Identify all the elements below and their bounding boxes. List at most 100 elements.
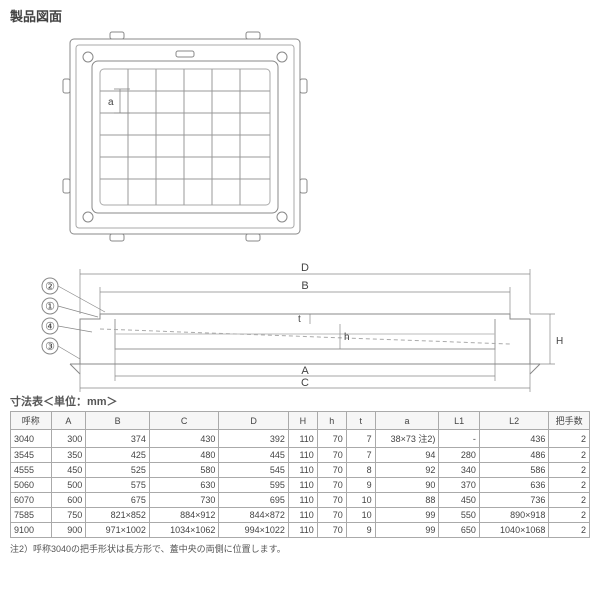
table-cell: 650	[439, 523, 480, 538]
table-header: B	[86, 412, 150, 430]
table-row: 304030037443039211070738×73 注2)-4362	[11, 430, 590, 448]
table-cell: 99	[375, 523, 439, 538]
table-cell: 7585	[11, 508, 52, 523]
table-cell: 70	[317, 523, 346, 538]
table-cell: 580	[149, 463, 218, 478]
table-cell: 7	[346, 448, 375, 463]
table-cell: 90	[375, 478, 439, 493]
table-cell: 900	[51, 523, 86, 538]
table-cell: 1040×1068	[479, 523, 548, 538]
table-cell: 630	[149, 478, 218, 493]
table-cell: 9	[346, 523, 375, 538]
table-header: 呼称	[11, 412, 52, 430]
table-cell: 9	[346, 478, 375, 493]
table-cell: 370	[439, 478, 480, 493]
page-title: 製品図面	[10, 6, 590, 25]
table-cell: 300	[51, 430, 86, 448]
table-cell: 3545	[11, 448, 52, 463]
dim-A: A	[301, 365, 309, 377]
table-header: A	[51, 412, 86, 430]
table-cell: 695	[219, 493, 288, 508]
dimension-table: 呼称ABCDHhtaL1L2把手数 3040300374430392110707…	[10, 411, 590, 538]
table-cell: 6070	[11, 493, 52, 508]
table-header: L1	[439, 412, 480, 430]
table-cell: 8	[346, 463, 375, 478]
table-cell: 110	[288, 463, 317, 478]
table-cell: 890×918	[479, 508, 548, 523]
table-cell: 88	[375, 493, 439, 508]
dim-C: C	[301, 377, 309, 389]
table-cell: 675	[86, 493, 150, 508]
table-cell: 2	[549, 430, 590, 448]
table-cell: 750	[51, 508, 86, 523]
table-cell: 436	[479, 430, 548, 448]
table-cell: 486	[479, 448, 548, 463]
dim-H: H	[556, 336, 563, 347]
table-header: t	[346, 412, 375, 430]
table-cell: 2	[549, 448, 590, 463]
drawing-area: a ② ① ④ ③	[10, 29, 590, 389]
dim-D: D	[301, 262, 309, 274]
table-header: L2	[479, 412, 548, 430]
table-header: D	[219, 412, 288, 430]
table-cell: 70	[317, 463, 346, 478]
table-cell: 70	[317, 448, 346, 463]
table-cell: 2	[549, 463, 590, 478]
table-cell: 994×1022	[219, 523, 288, 538]
table-cell: 525	[86, 463, 150, 478]
table-cell: 70	[317, 493, 346, 508]
table-cell: 3040	[11, 430, 52, 448]
table-header: H	[288, 412, 317, 430]
table-cell: 500	[51, 478, 86, 493]
table-cell: 110	[288, 478, 317, 493]
table-cell: 730	[149, 493, 218, 508]
table-cell: 70	[317, 478, 346, 493]
table-cell: 2	[549, 478, 590, 493]
dim-t: t	[298, 314, 301, 325]
table-cell: 70	[317, 430, 346, 448]
table-cell: 110	[288, 508, 317, 523]
table-cell: 450	[439, 493, 480, 508]
table-row: 3545350425480445110707942804862	[11, 448, 590, 463]
table-row: 4555450525580545110708923405862	[11, 463, 590, 478]
label-a: a	[108, 97, 114, 108]
table-cell: 110	[288, 493, 317, 508]
callout-2: ②	[45, 281, 55, 293]
callout-4: ④	[45, 321, 55, 333]
table-cell: 110	[288, 430, 317, 448]
table-cell: 110	[288, 448, 317, 463]
table-cell: 736	[479, 493, 548, 508]
table-cell: 480	[149, 448, 218, 463]
table-row: 9100900971×10021034×1062994×102211070999…	[11, 523, 590, 538]
table-cell: 550	[439, 508, 480, 523]
table-cell: -	[439, 430, 480, 448]
table-cell: 340	[439, 463, 480, 478]
dim-h: h	[344, 332, 350, 343]
table-row: 5060500575630595110709903706362	[11, 478, 590, 493]
table-cell: 4555	[11, 463, 52, 478]
table-cell: 92	[375, 463, 439, 478]
table-cell: 600	[51, 493, 86, 508]
table-cell: 595	[219, 478, 288, 493]
table-cell: 430	[149, 430, 218, 448]
table-cell: 280	[439, 448, 480, 463]
table-cell: 392	[219, 430, 288, 448]
table-cell: 445	[219, 448, 288, 463]
table-header: a	[375, 412, 439, 430]
table-cell: 10	[346, 508, 375, 523]
table-row: 60706006757306951107010884507362	[11, 493, 590, 508]
footnote: 注2）呼称3040の把手形状は長方形で、蓋中央の両側に位置します。	[10, 542, 590, 555]
table-title: 寸法表＜単位：mm＞	[10, 393, 590, 409]
table-cell: 94	[375, 448, 439, 463]
table-row: 7585750821×852884×912844×872110701099550…	[11, 508, 590, 523]
table-cell: 10	[346, 493, 375, 508]
callout-1: ①	[45, 301, 55, 313]
table-cell: 350	[51, 448, 86, 463]
table-cell: 374	[86, 430, 150, 448]
table-cell: 70	[317, 508, 346, 523]
plan-view: a	[50, 29, 330, 249]
table-cell: 545	[219, 463, 288, 478]
table-cell: 2	[549, 508, 590, 523]
table-cell: 586	[479, 463, 548, 478]
table-cell: 38×73 注2)	[375, 430, 439, 448]
